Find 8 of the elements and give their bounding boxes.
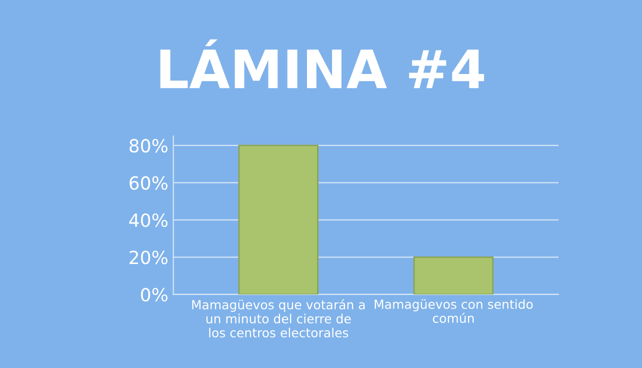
y-tick-label: 60% (130, 176, 168, 190)
y-tick-label: 40% (129, 213, 168, 228)
y-tick-label: 20% (130, 250, 168, 264)
x-tick-label: Mamagüevos que votarán a un minuto del cierre de los centros electorales (192, 299, 365, 338)
y-tick-label: 0% (141, 288, 168, 302)
x-tick-label: Mamagüevos con sentido común (374, 299, 533, 323)
chart-title: LÁMINA #4 (160, 39, 484, 88)
y-tick-label: 80% (130, 138, 168, 153)
